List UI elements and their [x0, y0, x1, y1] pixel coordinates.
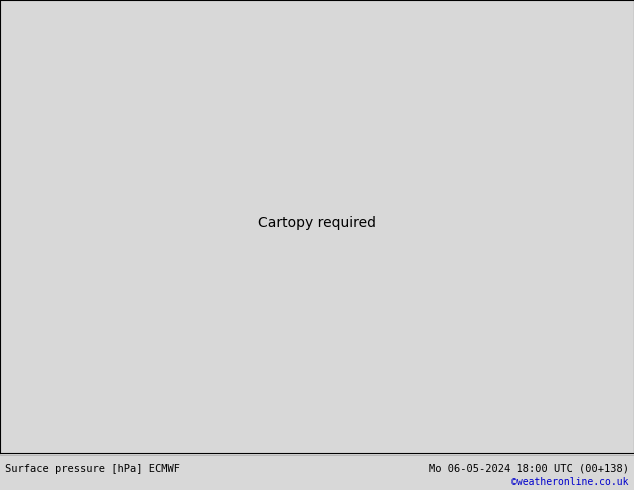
- Text: Cartopy required: Cartopy required: [258, 216, 376, 230]
- Text: ©weatheronline.co.uk: ©weatheronline.co.uk: [512, 477, 629, 487]
- Text: Mo 06-05-2024 18:00 UTC (00+138): Mo 06-05-2024 18:00 UTC (00+138): [429, 464, 629, 473]
- Text: Surface pressure [hPa] ECMWF: Surface pressure [hPa] ECMWF: [5, 464, 180, 473]
